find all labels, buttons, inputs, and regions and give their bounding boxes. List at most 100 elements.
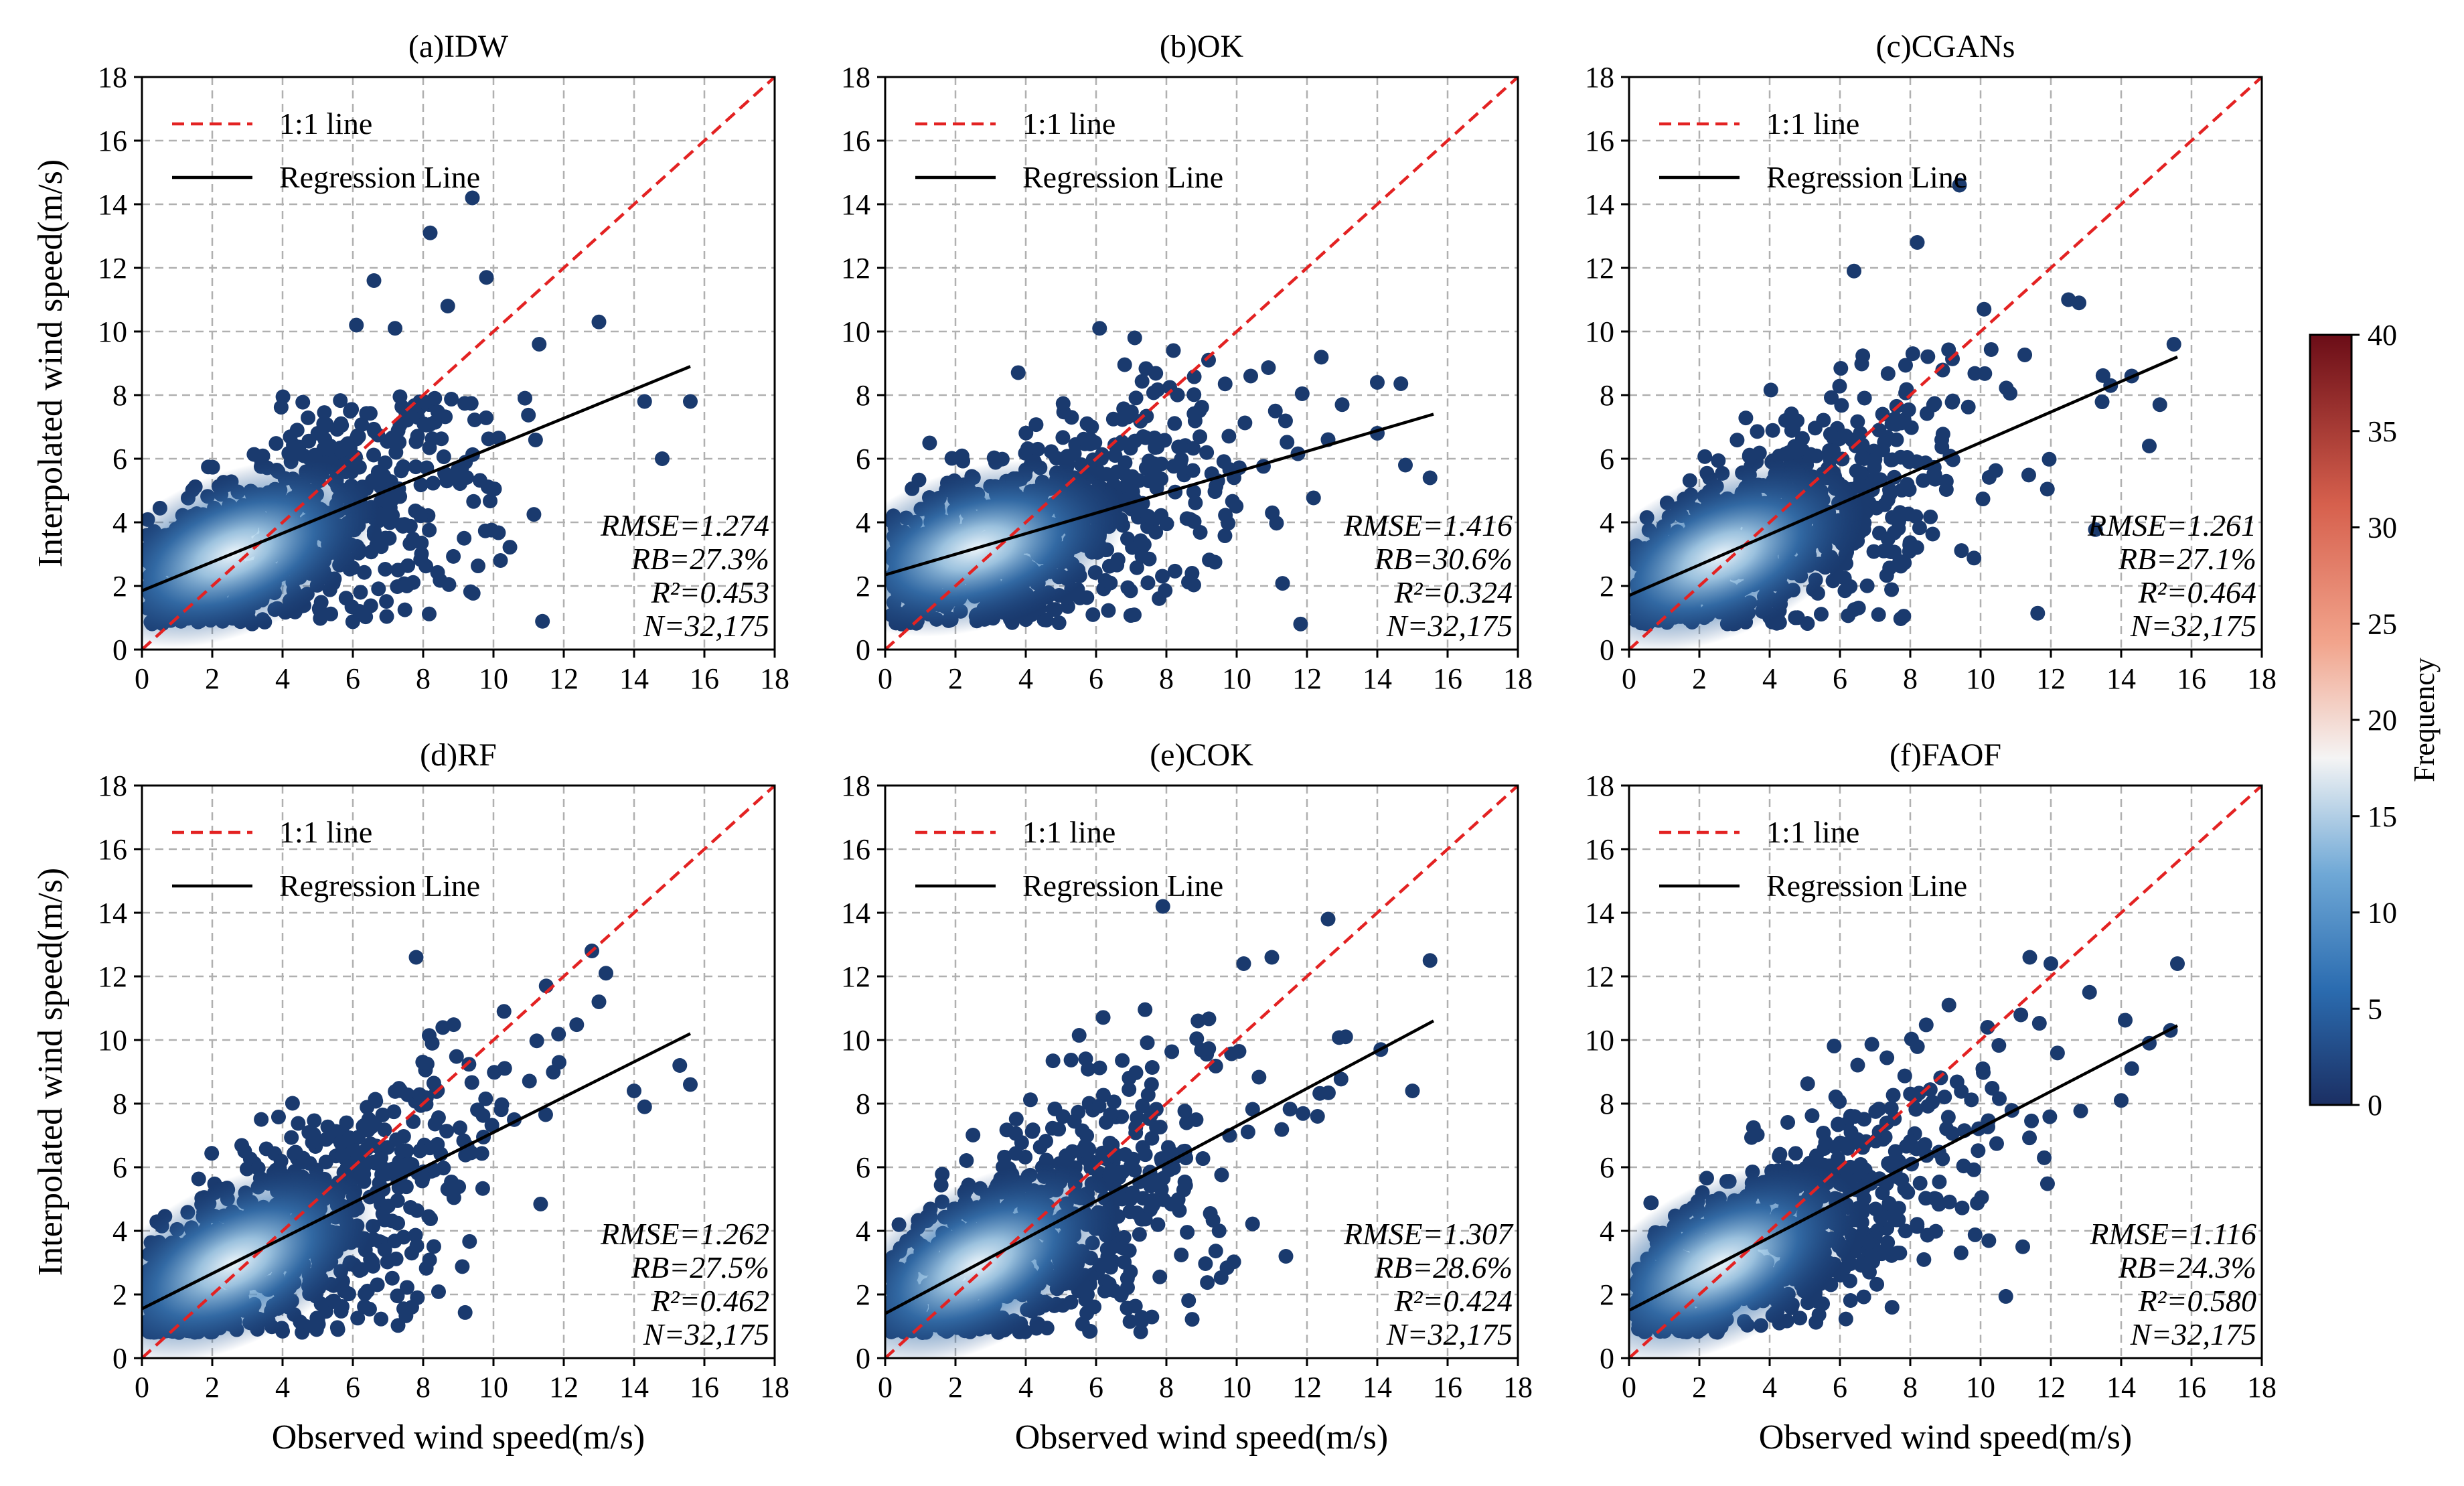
scatter-point-outlier [1243, 368, 1258, 384]
scatter-point [1209, 479, 1224, 494]
scatter-point [422, 1252, 437, 1268]
scatter-point [1866, 544, 1881, 559]
scatter-point [933, 1177, 949, 1193]
scatter-point [268, 436, 284, 451]
scatter-point [397, 602, 412, 617]
scatter-point [1854, 356, 1869, 372]
x-tick-label: 8 [1903, 662, 1918, 695]
scatter-point [370, 1277, 385, 1292]
scatter-point [1967, 550, 1982, 566]
scatter-point-outlier [1370, 375, 1385, 390]
scatter-point [422, 440, 437, 455]
x-tick-label: 4 [1762, 662, 1777, 695]
scatter-point [384, 1270, 400, 1286]
scatter-point-outlier [1267, 403, 1283, 419]
y-tick-label: 6 [1600, 443, 1614, 475]
scatter-point [2021, 467, 2036, 483]
scatter-point [1851, 600, 1866, 615]
scatter-point [1932, 1174, 1947, 1189]
scatter-point [1020, 441, 1035, 457]
scatter-point [465, 585, 481, 601]
scatter-point-outlier [1334, 397, 1350, 413]
scatter-point [440, 1181, 455, 1197]
scatter-point [1167, 416, 1182, 431]
scatter-point [301, 410, 316, 425]
scatter-point [1850, 414, 1865, 429]
scatter-point [366, 447, 382, 463]
scatter-point [1935, 362, 1950, 378]
scatter-point [255, 448, 271, 463]
scatter-point [1080, 1287, 1095, 1303]
scatter-point [479, 410, 494, 425]
scatter-point [1133, 1324, 1148, 1339]
scatter-point [1051, 615, 1067, 631]
y-tick-label: 8 [112, 1088, 127, 1120]
plot-frame [884, 76, 1519, 651]
scatter-point [1877, 435, 1892, 450]
scatter-point [1859, 578, 1875, 593]
scatter-point [1824, 390, 1839, 405]
scatter-point [463, 396, 479, 411]
scatter-point [457, 530, 472, 546]
scatter-point [1085, 607, 1101, 622]
scatter-point-outlier [683, 394, 698, 409]
y-tick-label: 14 [841, 188, 870, 221]
scatter-point [1794, 431, 1810, 446]
scatter-point [1697, 449, 1713, 464]
y-tick-label: 0 [1600, 634, 1614, 666]
x-tick-label: 12 [1292, 1371, 1322, 1404]
scatter-point [522, 1073, 537, 1089]
scatter-point [1282, 1102, 1298, 1117]
scatter-point [502, 540, 518, 555]
scatter-point [1935, 427, 1950, 442]
scatter-point [1098, 1114, 1113, 1130]
x-tick-label: 4 [275, 662, 290, 695]
scatter-point [320, 1119, 335, 1134]
scatter-point [289, 423, 305, 438]
scatter-point [412, 1143, 428, 1159]
y-tick-label: 16 [841, 833, 870, 866]
x-tick-label: 0 [878, 662, 893, 695]
scatter-point [1144, 1059, 1160, 1075]
scatter-point-outlier [599, 966, 613, 981]
scatter-point [431, 1284, 446, 1299]
scatter-point-outlier [465, 190, 480, 206]
scatter-point-outlier [1155, 899, 1170, 914]
scatter-point [1181, 1293, 1197, 1309]
scatter-point [351, 1130, 366, 1145]
scatter-point [444, 392, 459, 407]
scatter-point [384, 492, 400, 508]
scatter-point [301, 433, 317, 449]
scatter-point [1055, 1109, 1071, 1124]
scatter-point [412, 506, 427, 522]
scatter-point [344, 402, 360, 417]
scatter-point [449, 1049, 464, 1064]
scatter-point [1885, 510, 1900, 525]
scatter-point [307, 1113, 322, 1128]
y-tick-label: 12 [98, 960, 127, 993]
scatter-point [551, 1027, 566, 1042]
scatter-point [358, 609, 374, 625]
stat-line: RB=27.5% [631, 1250, 769, 1284]
scatter-point [1923, 509, 1938, 524]
scatter-point [1208, 1244, 1223, 1259]
legend-label: 1:1 line [1022, 106, 1115, 141]
y-tick-label: 0 [856, 1342, 870, 1375]
scatter-point [1172, 455, 1188, 471]
scatter-point [339, 1115, 354, 1130]
scatter-point [483, 494, 498, 509]
scatter-point [191, 1171, 206, 1187]
scatter-point [1136, 537, 1152, 552]
scatter-point [413, 477, 429, 493]
scatter-point [944, 451, 959, 466]
y-tick-label: 14 [841, 897, 870, 930]
scatter-point-outlier [1190, 1013, 1206, 1029]
scatter-point [371, 581, 386, 597]
scatter-point [416, 417, 432, 432]
scatter-point-outlier [655, 451, 670, 466]
scatter-point [453, 476, 468, 492]
scatter-point [295, 394, 311, 410]
